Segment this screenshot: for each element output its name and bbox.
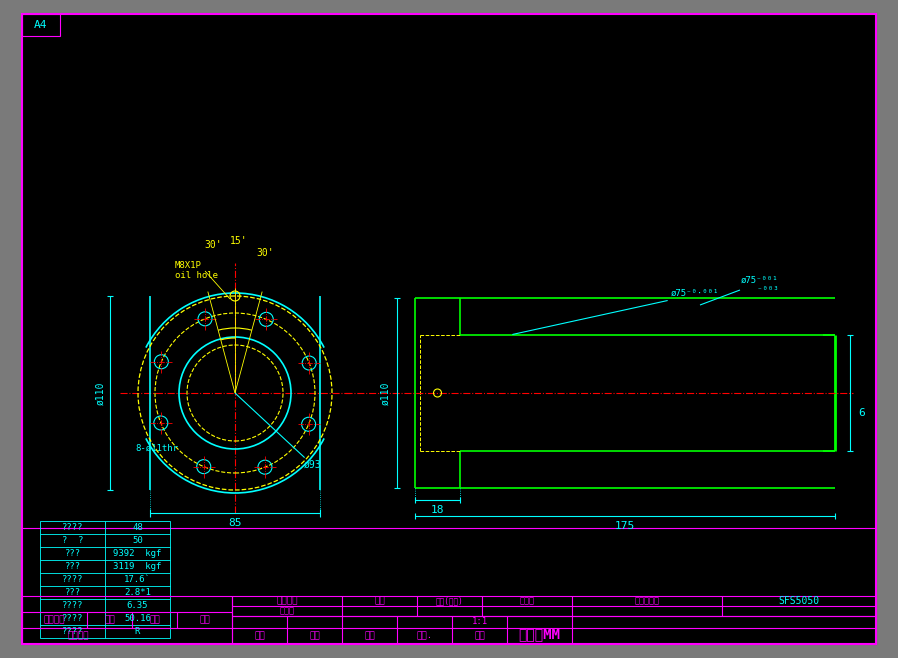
Text: ????: ????	[62, 627, 84, 636]
Text: ø110: ø110	[380, 381, 390, 405]
Text: oil hole: oil hole	[175, 270, 218, 280]
Text: R: R	[135, 627, 140, 636]
Bar	[232, 596, 876, 644]
Text: ????: ????	[62, 575, 84, 584]
Text: 15': 15'	[230, 236, 248, 246]
Bar	[22, 14, 60, 36]
Text: 2.8*1: 2.8*1	[124, 588, 151, 597]
Text: 17.6`: 17.6`	[124, 575, 151, 584]
Text: ø93: ø93	[304, 459, 321, 470]
Text: 更改标记: 更改标记	[44, 615, 66, 624]
Text: 日期: 日期	[149, 615, 160, 624]
Text: M8X1P: M8X1P	[175, 261, 202, 270]
Text: 85: 85	[228, 518, 242, 528]
Bar	[22, 596, 232, 644]
Text: 比例: 比例	[474, 632, 485, 640]
Text: SFS5050: SFS5050	[779, 596, 820, 606]
Text: 材料：: 材料：	[279, 607, 295, 615]
Text: 30': 30'	[204, 240, 222, 250]
Text: 客户名称: 客户名称	[277, 597, 298, 605]
Text: 数量(单台): 数量(单台)	[436, 597, 463, 605]
Text: ???: ???	[65, 549, 81, 558]
Text: 50: 50	[132, 536, 143, 545]
Text: 6.35: 6.35	[127, 601, 148, 610]
Text: 单位：MM: 单位：MM	[518, 627, 560, 641]
Text: ø75⁻⁰·⁰⁰¹: ø75⁻⁰·⁰⁰¹	[671, 288, 719, 297]
Text: 绘图: 绘图	[254, 632, 265, 640]
Text: 视角.: 视角.	[417, 632, 433, 640]
Text: ø75⁻⁰⁰¹
   ⁻⁰⁰³: ø75⁻⁰⁰¹ ⁻⁰⁰³	[741, 275, 779, 295]
Text: 175: 175	[615, 521, 635, 531]
Text: 48: 48	[132, 523, 143, 532]
Text: 日期: 日期	[374, 597, 385, 605]
Text: ???: ???	[65, 588, 81, 597]
Text: 型号：: 型号：	[520, 597, 534, 605]
Text: 设计: 设计	[309, 632, 320, 640]
Text: 6: 6	[858, 408, 866, 418]
Text: ø110: ø110	[95, 381, 105, 405]
Text: 签名: 签名	[199, 615, 210, 624]
Text: ????: ????	[62, 523, 84, 532]
Text: 客户确认: 客户确认	[67, 632, 89, 640]
Text: ?  ?: ? ?	[62, 536, 84, 545]
Text: 处象: 处象	[104, 615, 115, 624]
Text: 9392  kgf: 9392 kgf	[113, 549, 162, 558]
Text: ????: ????	[62, 601, 84, 610]
Text: 30': 30'	[256, 248, 274, 258]
Text: ????: ????	[62, 614, 84, 623]
Text: A4: A4	[34, 20, 48, 30]
Text: 存档图号：: 存档图号：	[635, 597, 659, 605]
Text: ???: ???	[65, 562, 81, 571]
Text: 18: 18	[431, 505, 445, 515]
Text: 50.16: 50.16	[124, 614, 151, 623]
Text: 审核: 审核	[364, 632, 374, 640]
Bar	[40, 521, 170, 638]
Text: 8-ø11thr: 8-ø11thr	[135, 443, 178, 453]
Text: 3119  kgf: 3119 kgf	[113, 562, 162, 571]
Text: 1:1: 1:1	[471, 617, 488, 626]
